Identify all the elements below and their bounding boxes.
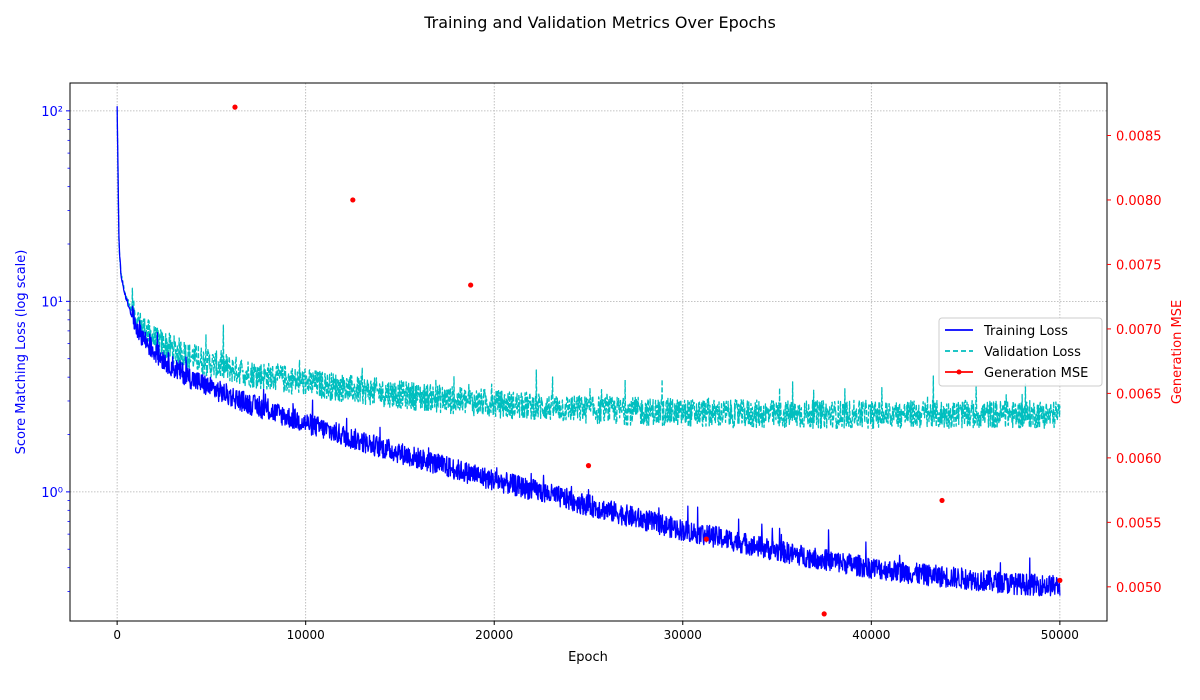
validation-loss-line — [116, 109, 1061, 430]
y-right-tick-label: 0.0070 — [1116, 323, 1162, 338]
generation-mse-point — [350, 197, 356, 203]
y-right-axis-ticks: 0.0050 0.0055 0.0060 0.0065 0.0070 0.0075 0.00… — [1107, 129, 1162, 596]
y-left-axis-label: Score Matching Loss (log scale) — [14, 250, 29, 455]
training-loss-series — [116, 106, 1061, 597]
generation-mse-point — [468, 282, 474, 288]
generation-mse-point — [585, 463, 592, 469]
x-tick-label: 20000 — [475, 628, 513, 642]
x-tick-label: 0 — [113, 628, 121, 642]
legend: Training Loss Validation Loss Generation… — [938, 317, 1103, 387]
y-right-tick-label: 0.0055 — [1116, 516, 1162, 531]
x-tick-label: 10000 — [287, 628, 325, 642]
x-tick-label: 50000 — [1041, 628, 1079, 642]
generation-mse-point — [1057, 577, 1063, 583]
validation-loss-series — [116, 109, 1061, 430]
y-right-axis-label: Generation MSE — [1170, 300, 1185, 404]
y-left-tick-label: 10¹ — [41, 295, 63, 310]
y-right-tick-label: 0.0060 — [1116, 452, 1162, 467]
generation-mse-point — [703, 536, 709, 542]
y-left-tick-label: 10⁰ — [41, 486, 63, 501]
x-axis-ticks: 0 10000 20000 30000 40000 50000 — [113, 621, 1079, 642]
y-right-tick-label: 0.0075 — [1116, 258, 1162, 273]
y-right-tick-label: 0.0085 — [1116, 129, 1162, 144]
x-axis-label: Epoch — [568, 650, 608, 665]
generation-mse-point — [821, 611, 827, 617]
y-left-tick-label: 10² — [41, 105, 63, 120]
y-right-tick-label: 0.0065 — [1116, 387, 1162, 402]
x-tick-label: 30000 — [664, 628, 702, 642]
training-loss-line — [116, 106, 1061, 597]
y-right-tick-label: 0.0080 — [1116, 194, 1162, 209]
x-tick-label: 40000 — [852, 628, 890, 642]
generation-mse-point — [939, 497, 945, 504]
legend-marker-mse — [956, 369, 962, 375]
series-layer — [116, 104, 1063, 617]
legend-label-validation: Validation Loss — [984, 345, 1081, 360]
y-left-axis-ticks: 10⁰ 10¹ 10² — [41, 105, 70, 592]
generation-mse-series — [232, 104, 1063, 617]
legend-box — [938, 317, 1103, 387]
legend-label-training: Training Loss — [983, 324, 1068, 339]
chart-title: Training and Validation Metrics Over Epo… — [423, 13, 776, 32]
y-right-tick-label: 0.0050 — [1116, 581, 1162, 596]
generation-mse-point — [232, 104, 238, 110]
legend-label-mse: Generation MSE — [984, 366, 1088, 381]
plot-frame — [69, 82, 1108, 622]
